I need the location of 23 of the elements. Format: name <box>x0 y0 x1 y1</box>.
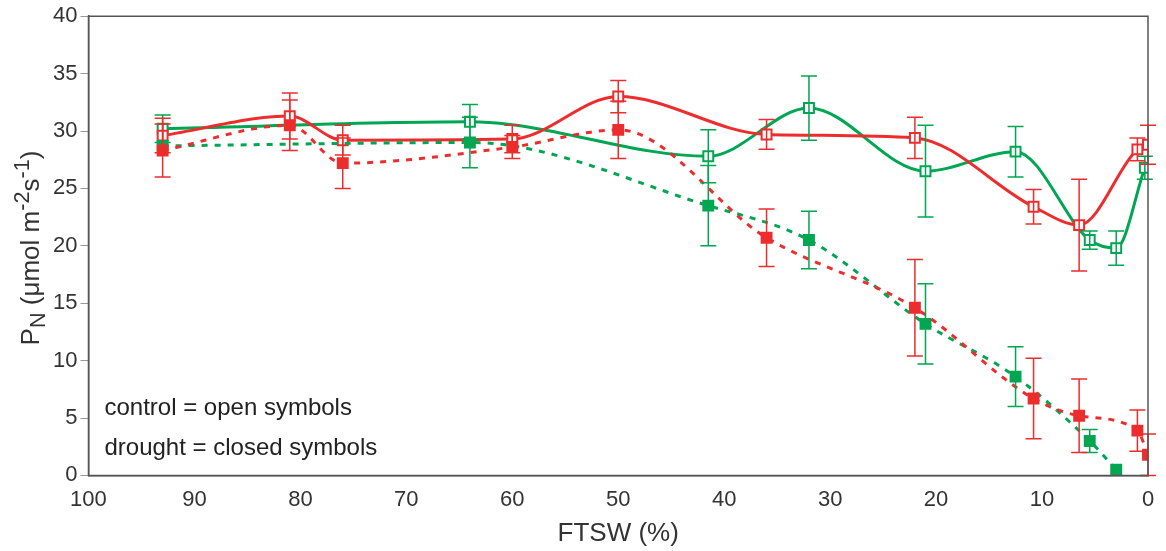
x-tick-label: 30 <box>817 485 843 511</box>
x-tick-label: 50 <box>605 485 631 511</box>
annotation: control = open symbols <box>104 393 352 421</box>
x-tick-label: 70 <box>394 485 419 511</box>
x-axis-title: FTSW (%) <box>557 516 679 547</box>
y-tick-label: 0 <box>65 461 78 487</box>
annotation: drought = closed symbols <box>104 433 378 461</box>
y-tick-label: 10 <box>52 346 78 372</box>
x-tick-label: 10 <box>1029 485 1055 511</box>
x-tick-label: 90 <box>182 485 207 511</box>
y-tick-label: 35 <box>52 59 78 85</box>
x-tick-label: 40 <box>711 485 737 511</box>
x-tick-label: 60 <box>500 485 525 511</box>
y-tick-label: 25 <box>52 174 78 200</box>
y-tick-label: 15 <box>52 289 78 315</box>
y-tick-label: 5 <box>65 404 78 430</box>
x-tick-label: 0 <box>1141 485 1155 511</box>
y-tick-label: 30 <box>52 117 78 143</box>
x-tick-label: 20 <box>923 485 949 511</box>
y-tick-label: 20 <box>52 231 78 257</box>
x-tick-label: 80 <box>288 485 313 511</box>
y-tick-label: 40 <box>52 2 78 28</box>
x-tick-label: 100 <box>70 485 107 511</box>
